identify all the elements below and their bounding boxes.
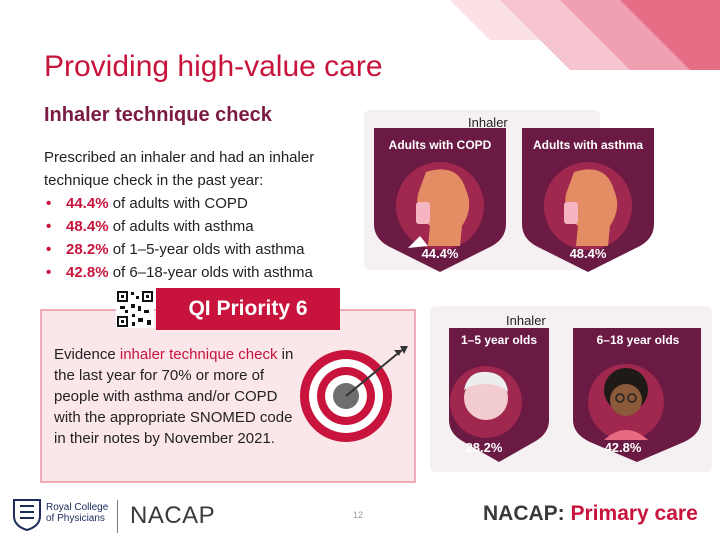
copd-shield — [374, 128, 506, 272]
qr-code-icon — [116, 290, 154, 328]
glasses-icon — [615, 393, 625, 403]
header-decoration — [450, 0, 720, 70]
page-title: Providing high-value care — [44, 50, 383, 83]
list-item: 28.2% of 1–5-year olds with asthma — [44, 238, 364, 261]
list-item: 44.4% of adults with COPD — [44, 192, 364, 215]
older-child-shield — [573, 328, 701, 462]
inhaler-icon — [564, 202, 578, 224]
section-heading: Inhaler technique check — [44, 104, 272, 126]
stat-label: of 1–5-year olds with asthma — [112, 241, 305, 258]
nacap-logo: NACAP — [130, 502, 216, 529]
page-number: 12 — [353, 510, 364, 520]
qi-priority-banner: QI Priority 6 — [156, 288, 340, 330]
child-face-icon — [464, 376, 508, 420]
stat-percent: 44.4% — [66, 195, 109, 212]
list-item: 42.8% of 6–18-year olds with asthma — [44, 261, 364, 284]
adult-graphic-label: Inhaler — [468, 115, 508, 130]
stat-percent: 42.8% — [66, 264, 109, 281]
rcp-logo-text: Royal College of Physicians — [46, 502, 108, 524]
stat-label: of 6–18-year olds with asthma — [112, 264, 313, 281]
older-child-percent: 42.8% — [604, 440, 642, 455]
person-face-icon — [565, 169, 618, 246]
qi-text-start: Evidence — [54, 346, 120, 363]
nacap-primary-care-logo: NACAP: Primary care — [483, 502, 698, 526]
stats-list: 44.4% of adults with COPD 48.4% of adult… — [44, 192, 364, 284]
qi-highlight: inhaler technique check — [119, 346, 278, 363]
stat-label: of adults with COPD — [112, 195, 248, 212]
copd-shield-title: Adults with COPD — [388, 138, 492, 152]
brand-part-a: NACAP: — [483, 502, 565, 525]
copd-percent: 44.4% — [421, 246, 459, 261]
target-icon — [300, 346, 408, 442]
asthma-shield — [522, 128, 654, 272]
stat-percent: 48.4% — [66, 218, 109, 235]
young-child-shield-title: 1–5 year olds — [460, 333, 538, 347]
rcp-line-1: Royal College — [46, 502, 109, 513]
intro-lead: Prescribed an inhaler and had an inhaler… — [44, 149, 315, 189]
young-child-percent: 28.2% — [465, 440, 503, 455]
list-item: 48.4% of adults with asthma — [44, 215, 364, 238]
inhaler-icon — [416, 202, 430, 224]
stat-percent: 28.2% — [66, 241, 109, 258]
brand-part-b: Primary care — [564, 502, 698, 525]
person-face-icon — [417, 169, 470, 246]
asthma-percent: 48.4% — [569, 246, 607, 261]
stat-label: of adults with asthma — [112, 218, 254, 235]
qi-description: Evidence inhaler technique check in the … — [54, 344, 298, 449]
young-child-shield — [449, 328, 549, 462]
rcp-line-2: of Physicians — [46, 513, 105, 524]
child-graphic-label: Inhaler — [506, 313, 546, 328]
intro-text: Prescribed an inhaler and had an inhaler… — [44, 146, 364, 284]
older-child-shield-title: 6–18 year olds — [596, 333, 680, 347]
asthma-shield-title: Adults with asthma — [532, 138, 643, 152]
rcp-logo-icon — [13, 499, 41, 532]
child-face-icon — [610, 384, 642, 416]
footer-divider — [117, 500, 118, 533]
qi-text-end: in the last year for 70% or more of peop… — [54, 346, 294, 447]
